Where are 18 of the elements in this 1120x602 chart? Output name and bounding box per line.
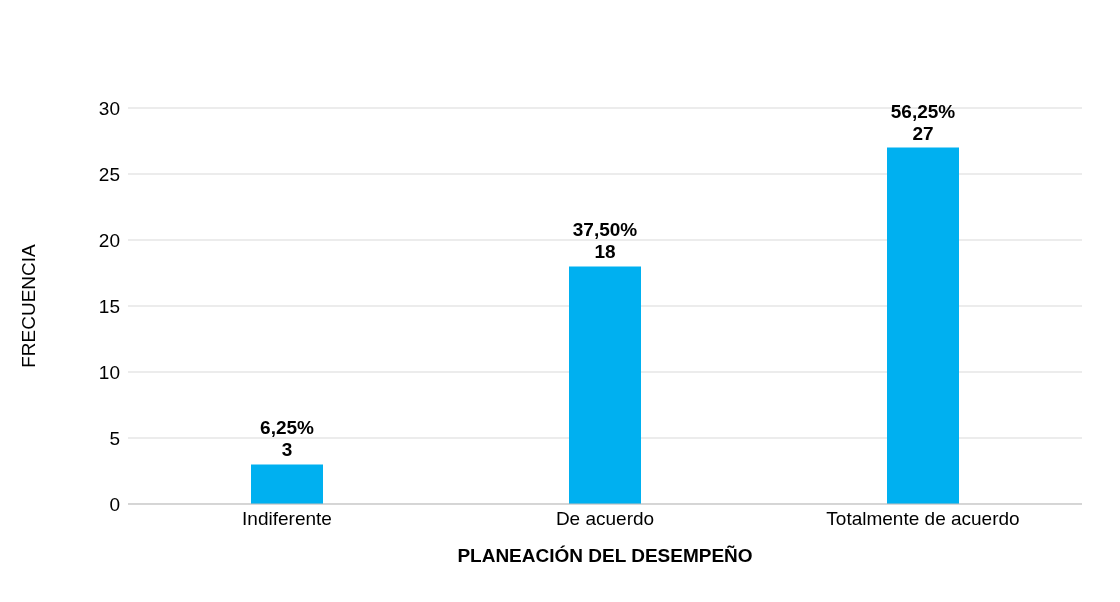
y-tick-label: 15 [98, 295, 120, 317]
x-tick-label: Indiferente [242, 508, 332, 530]
y-tick-label: 25 [98, 163, 120, 185]
y-tick-label: 5 [109, 427, 120, 449]
bar [887, 147, 959, 504]
x-tick-label: De acuerdo [555, 508, 655, 530]
bar [569, 266, 641, 504]
x-axis-title: PLANEACIÓN DEL DESEMPEÑO [457, 545, 753, 566]
data-label: 56,25% 27 [890, 100, 956, 144]
bar [251, 464, 323, 504]
data-label: 6,25% 3 [260, 417, 315, 461]
y-tick-label: 0 [109, 493, 120, 515]
y-axis-title: FRECUENCIA [17, 243, 39, 368]
y-tick-label: 10 [98, 361, 120, 383]
y-tick-label: 30 [98, 97, 120, 119]
data-label: 37,50% 18 [572, 219, 638, 263]
x-tick-label: Totalmente de acuerdo [826, 508, 1020, 530]
y-tick-label: 20 [98, 229, 120, 251]
